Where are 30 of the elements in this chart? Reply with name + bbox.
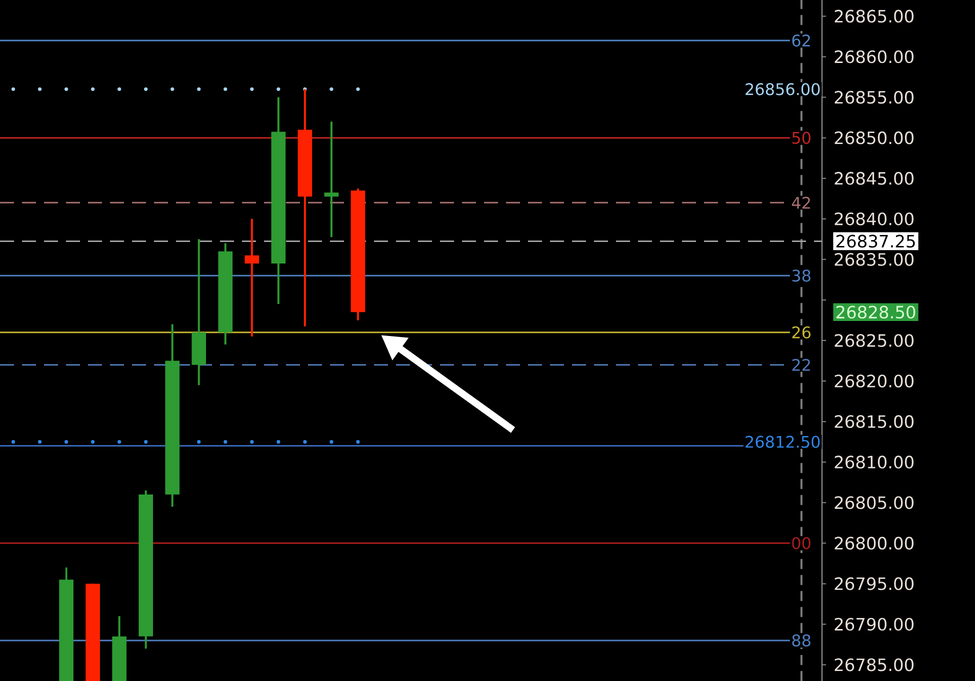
- y-tick-label: 26795.00: [834, 577, 914, 590]
- y-tick-label: 26855.00: [834, 90, 914, 104]
- annotation: 42: [792, 196, 810, 209]
- y-tick-label: 26840.00: [834, 212, 914, 226]
- ref-line-label: 26856.00: [746, 83, 820, 96]
- y-tick-label: 26850.00: [834, 131, 914, 144]
- annotation: 50: [792, 132, 810, 144]
- annotation: 26: [792, 326, 810, 338]
- y-tick-label: 26810.00: [834, 456, 914, 469]
- annotation: 38: [792, 270, 810, 282]
- annotation: 22: [792, 358, 810, 371]
- y-tick-label: 26800.00: [834, 536, 914, 550]
- y-tick-label: 26805.00: [834, 496, 914, 510]
- ref-line-label: 26837.25: [836, 234, 915, 248]
- candlestick: [244, 218, 260, 338]
- y-tick-label: 26860.00: [834, 50, 914, 64]
- annotation: 62: [792, 34, 810, 47]
- y-tick-label: 26820.00: [834, 374, 914, 388]
- annotation: 00: [792, 537, 810, 550]
- annotation: 88: [792, 634, 810, 647]
- y-tick-label: 26845.00: [834, 172, 914, 185]
- y-tick-label: 26790.00: [834, 618, 914, 631]
- candlestick: [324, 120, 339, 238]
- y-tick-label: 26865.00: [834, 10, 914, 23]
- y-tick-label: 26785.00: [834, 658, 914, 672]
- y-tick-label: 26815.00: [834, 415, 914, 428]
- y-tick-label: 26825.00: [834, 334, 914, 347]
- text: 26828.50: [836, 306, 916, 319]
- y-tick-label: 26835.00: [834, 252, 914, 266]
- ref-line-label: 26812.50: [746, 436, 820, 448]
